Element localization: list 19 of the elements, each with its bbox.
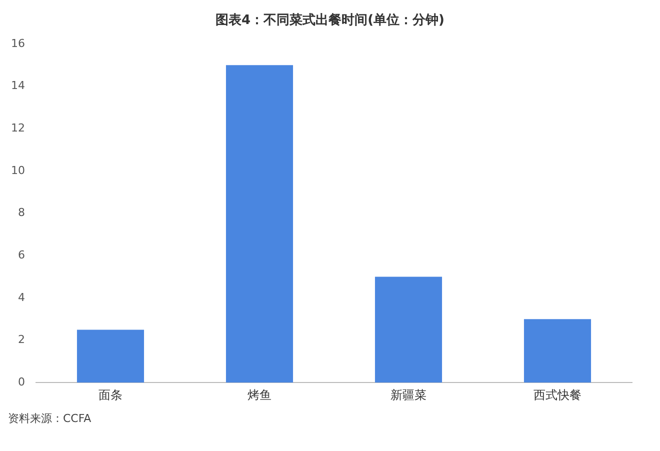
y-tick-label: 0: [18, 375, 25, 388]
x-tick-label: 新疆菜: [390, 388, 426, 402]
y-tick-label: 8: [18, 206, 25, 220]
bar: [226, 65, 294, 383]
y-tick-label: 16: [10, 36, 25, 50]
text: 资料来源：CCFA: [8, 411, 92, 426]
chart-title: 图表4：不同菜式出餐时间(单位：分钟): [214, 12, 446, 30]
y-tick-label: 6: [18, 248, 25, 262]
bar: [524, 319, 592, 383]
bar: [76, 330, 144, 383]
y-tick-label: 4: [18, 290, 25, 304]
bar: [374, 276, 442, 383]
y-tick-label: 10: [10, 164, 25, 177]
y-tick-label: 14: [10, 79, 25, 92]
x-tick-label: 西式快餐: [534, 388, 582, 402]
y-tick-label: 12: [10, 122, 25, 135]
x-tick-label: 烤鱼: [248, 388, 272, 402]
y-tick-label: 2: [18, 333, 25, 346]
x-tick-label: 面条: [98, 388, 122, 402]
